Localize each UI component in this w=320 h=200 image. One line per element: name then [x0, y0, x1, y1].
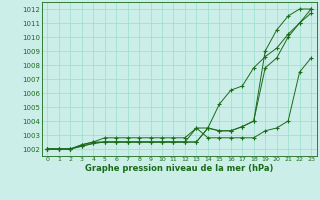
X-axis label: Graphe pression niveau de la mer (hPa): Graphe pression niveau de la mer (hPa) — [85, 164, 273, 173]
